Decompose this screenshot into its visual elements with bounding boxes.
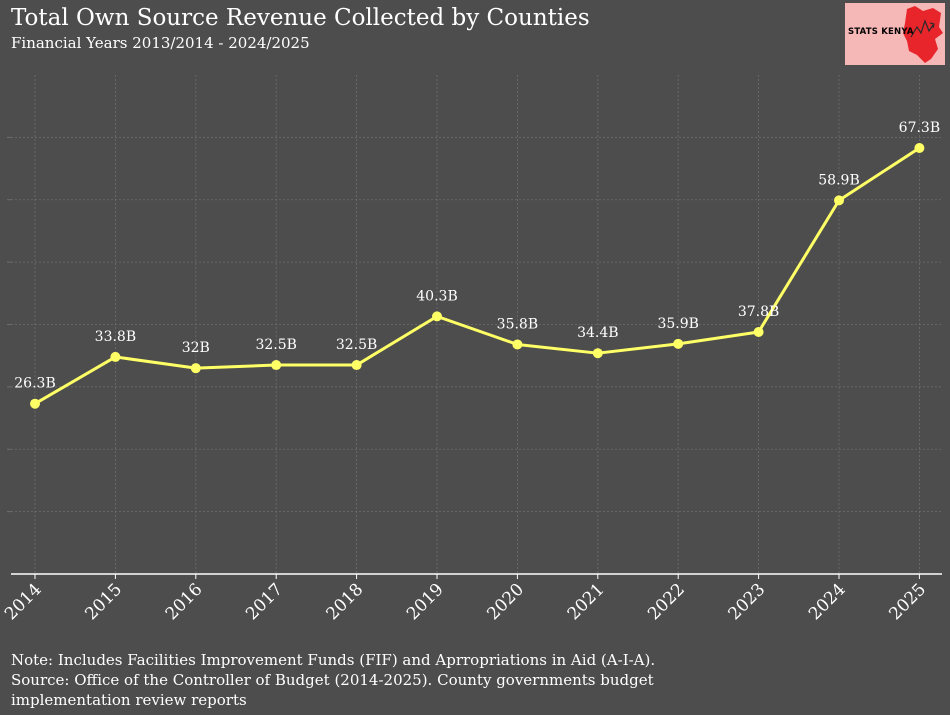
data-point [190,363,201,374]
x-tick-label: 2022 [644,580,689,625]
data-label: 32.5B [336,337,377,353]
source-line-1: Source: Office of the Controller of Budg… [11,671,654,689]
data-label: 37.8B [738,304,779,320]
x-tick-label: 2018 [323,580,368,625]
data-label: 32B [182,340,210,356]
data-label: 32.5B [255,337,296,353]
chart-subtitle: Financial Years 2013/2014 - 2024/2025 [11,34,310,52]
logo-text: STATS KENYA [848,27,914,37]
data-point [110,351,121,362]
data-point [834,195,844,206]
data-point [753,326,764,337]
data-label: 26.3B [14,376,55,392]
data-point [512,339,523,350]
chart-footnote: Note: Includes Facilities Improvement Fu… [11,650,911,710]
x-tick-label: 2024 [805,580,850,625]
x-tick-label: 2025 [885,580,930,625]
x-tick-label: 2019 [403,580,448,625]
x-tick-label: 2014 [1,580,46,625]
data-label: 34.4B [577,325,618,341]
x-tick-label: 2020 [483,580,528,625]
data-label: 58.9B [818,172,859,188]
data-point [673,338,684,349]
data-point [351,360,362,371]
data-point [30,398,40,409]
chart-title: Total Own Source Revenue Collected by Co… [11,5,590,31]
x-tick-label: 2016 [162,580,207,625]
x-tick-label: 2023 [725,580,770,625]
x-tick-label: 2017 [242,580,287,625]
source-line-2: implementation review reports [11,691,247,709]
data-label: 35.9B [657,316,698,332]
stats-kenya-logo: STATS KENYA [845,3,945,65]
kenya-map-icon [903,6,943,63]
data-point [592,348,603,359]
x-tick-label: 2015 [81,580,126,625]
data-point [271,360,282,371]
data-point [432,311,442,322]
series-line [34,146,921,406]
data-label: 67.3B [899,120,940,136]
data-label: 40.3B [416,288,457,304]
note-line: Note: Includes Facilities Improvement Fu… [11,651,656,669]
data-label: 33.8B [95,329,136,345]
x-tick-label: 2021 [564,580,609,625]
data-label: 35.8B [497,316,538,332]
data-point [914,142,925,153]
